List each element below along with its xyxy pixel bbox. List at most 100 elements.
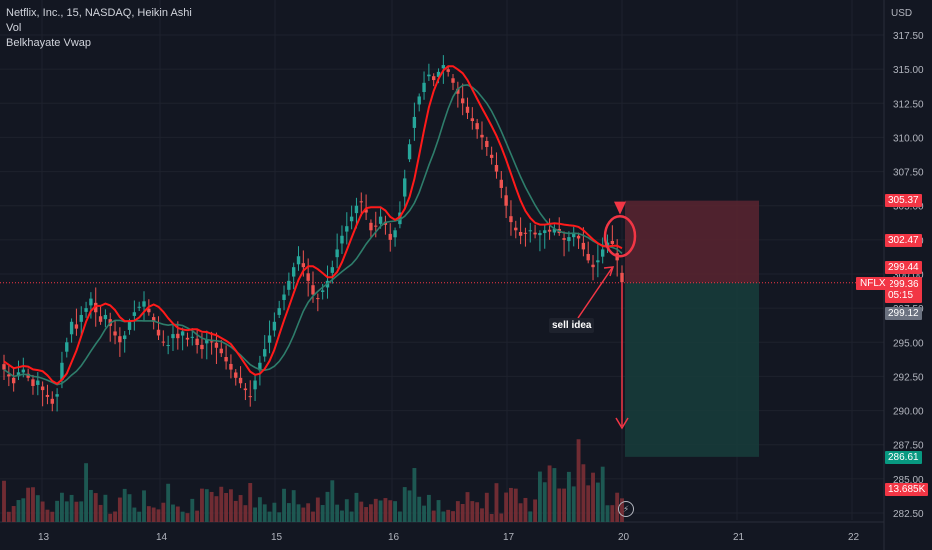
candle-body <box>60 362 64 380</box>
volume-bar <box>451 511 455 522</box>
candle-body <box>552 228 557 233</box>
candle-body <box>258 362 262 371</box>
volume-bar <box>16 500 21 522</box>
x-tick-label: 21 <box>733 532 745 543</box>
candle-body <box>176 333 180 339</box>
volume-bar <box>195 510 200 522</box>
volume-bar <box>98 504 103 522</box>
candle-body <box>374 225 378 227</box>
candle-body <box>354 205 359 214</box>
volume-bar <box>26 487 31 522</box>
volume-bar <box>132 507 137 522</box>
candle-body <box>369 222 373 231</box>
volume-bar <box>93 493 98 522</box>
volume-bar <box>190 498 195 522</box>
volume-bar <box>533 499 538 522</box>
target-price-tag: 286.61 <box>885 451 922 464</box>
y-tick-label: 317.50 <box>893 31 924 42</box>
candle-body <box>340 235 344 244</box>
volume-bar <box>402 487 407 522</box>
volume-bar <box>180 511 185 522</box>
volume-bar <box>354 492 359 522</box>
candle-body <box>480 134 484 138</box>
candle-body <box>523 232 528 234</box>
candle-body <box>103 314 108 320</box>
candle-body <box>282 294 286 300</box>
x-tick-label: 16 <box>388 532 400 543</box>
x-tick-label: 17 <box>503 532 515 543</box>
volume-bar <box>513 488 518 522</box>
volume-bar <box>282 488 286 522</box>
candle-body <box>214 342 219 348</box>
candle-body <box>427 74 431 77</box>
candle-body <box>489 154 494 158</box>
volume-bar <box>175 506 180 522</box>
candle-body <box>388 233 392 240</box>
volume-bar <box>494 483 499 522</box>
candle-body <box>543 230 547 234</box>
volume-bar <box>50 511 55 522</box>
y-tick-label: 282.50 <box>893 509 924 520</box>
candle-body <box>407 144 412 160</box>
candle-body <box>50 398 54 404</box>
candle-body <box>572 233 576 238</box>
candle-body <box>576 235 581 239</box>
volume-bar <box>615 492 620 522</box>
last-price-tag-top: 299.44 <box>885 261 922 274</box>
volume-bar <box>209 491 214 522</box>
candle-body <box>253 380 257 390</box>
volume-bar <box>426 494 431 522</box>
entry-price-tag: 302.47 <box>885 234 922 247</box>
candle-body <box>65 342 69 352</box>
volume-bar <box>315 497 320 522</box>
volume-bar <box>422 505 426 522</box>
volume-bar <box>151 507 156 522</box>
candle-body <box>533 232 537 235</box>
candle-body <box>137 306 141 308</box>
volume-bar <box>542 482 547 522</box>
volume-bar <box>566 471 571 522</box>
sell-idea-annotation[interactable]: sell idea <box>549 318 595 333</box>
volume-bar <box>113 511 117 522</box>
candle-body <box>171 334 175 339</box>
symbol-title[interactable]: Netflix, Inc., 15, NASDAQ, Heikin Ashi <box>6 7 192 19</box>
candle-body <box>485 140 489 147</box>
candle-body <box>185 337 190 340</box>
y-tick-label: 305.00 <box>893 202 924 213</box>
candle-body <box>306 273 310 281</box>
volume-bar <box>407 490 412 522</box>
last-price-value: 299.36 <box>888 279 919 290</box>
profit-target-zone <box>625 282 759 457</box>
candle-body <box>190 336 194 338</box>
candle-body <box>451 78 455 83</box>
candle-body <box>224 357 228 362</box>
volume-bar <box>600 466 605 522</box>
candle-body <box>94 302 98 313</box>
volume-bar <box>441 511 446 522</box>
last-price-low-tag: 299.12 <box>885 307 922 320</box>
vwap-main-line <box>3 65 623 385</box>
candle-body <box>349 216 354 222</box>
volume-bar <box>528 511 533 522</box>
candle-body <box>600 249 605 257</box>
volume-bar <box>238 495 243 522</box>
volume-bar <box>576 439 581 522</box>
volume-bar <box>11 506 16 522</box>
volume-bar <box>465 492 470 522</box>
candle-body <box>219 348 223 354</box>
volume-bar <box>557 488 562 522</box>
candle-body <box>320 290 325 292</box>
volume-bar <box>267 511 272 522</box>
annotation-pointer-head <box>603 266 615 277</box>
vwap-indicator-label[interactable]: Belkhayate Vwap <box>6 37 91 49</box>
lightning-icon[interactable]: ⚡ <box>618 501 634 517</box>
volume-indicator-label[interactable]: Vol <box>6 22 22 34</box>
volume-bar <box>489 513 494 522</box>
volume-bar <box>35 495 40 522</box>
bar-countdown: 05:15 <box>888 290 914 301</box>
volume-bar <box>605 505 610 522</box>
sell-marker-arrow <box>614 201 626 215</box>
candle-body <box>127 321 132 330</box>
candle-body <box>31 379 35 386</box>
